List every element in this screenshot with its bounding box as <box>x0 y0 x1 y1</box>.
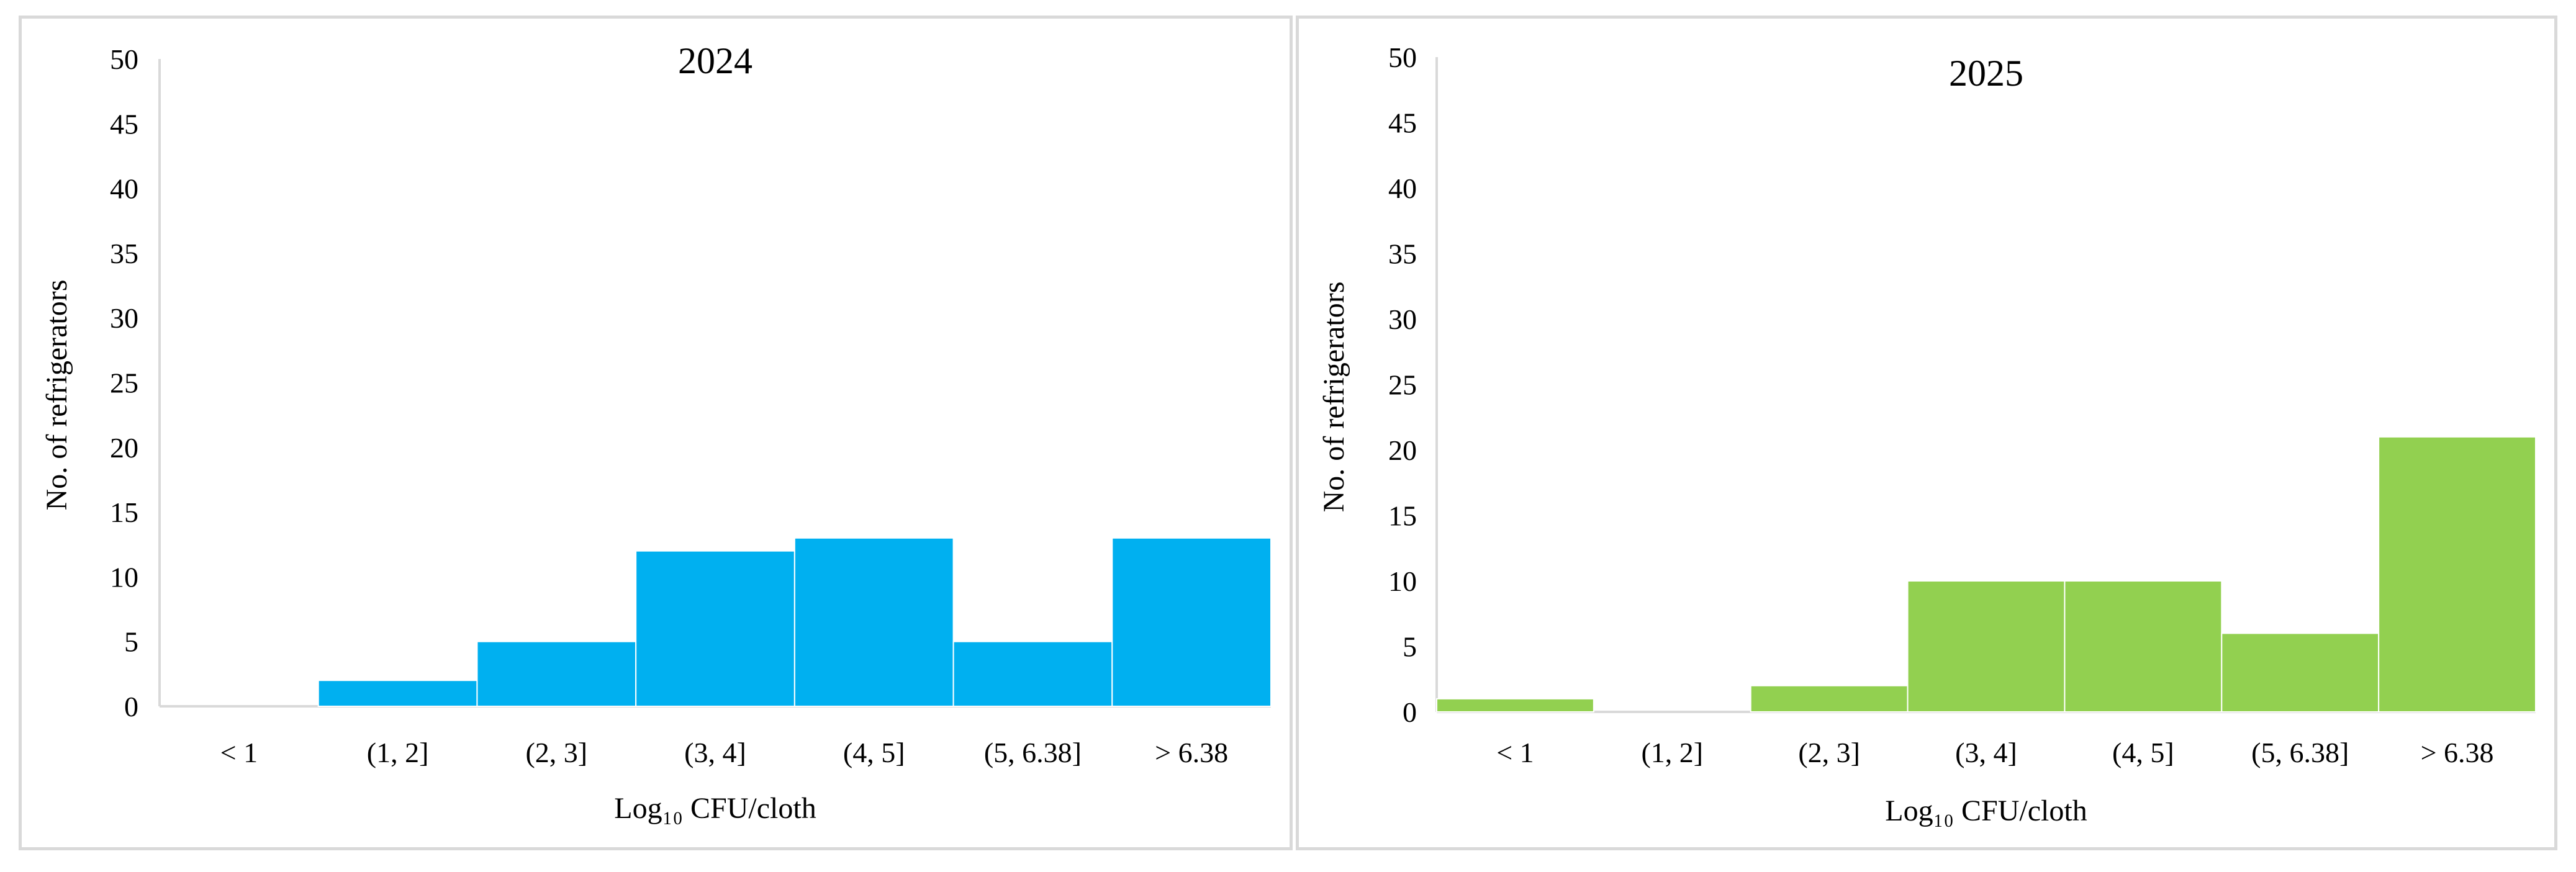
chart-panel-2024: 2024 0 5 10 15 20 25 30 35 40 45 50 < 1 (1, 2] (2, 3] (… <box>19 16 1293 850</box>
x-tick-label: (1, 2] <box>367 737 429 768</box>
y-tick-label: 40 <box>1388 173 1417 204</box>
bar-2 <box>476 641 637 708</box>
bar-4 <box>793 537 954 707</box>
y-tick-label: 50 <box>110 43 138 75</box>
y-tick-label: 0 <box>1403 696 1417 728</box>
y-tick-label: 40 <box>110 173 138 205</box>
y-tick-label: 45 <box>1388 107 1417 139</box>
bar-6 <box>2378 436 2536 713</box>
x-tick-label: (4, 5] <box>2112 737 2174 768</box>
x-tick-label: (2, 3] <box>1798 737 1860 768</box>
chart-panel-2025: 2025 0 5 10 15 20 25 30 35 40 45 50 < 1 (1, 2] (2, 3](… <box>1296 16 2557 850</box>
y-tick-label: 35 <box>1388 238 1417 270</box>
chart-title: 2025 <box>1949 53 2023 94</box>
y-tick-label: 15 <box>110 497 138 528</box>
bar-4 <box>2064 580 2223 712</box>
y-tick-label: 5 <box>1403 631 1417 663</box>
bar-0 <box>1436 698 1594 713</box>
bar-3 <box>1907 580 2066 712</box>
y-tick-label: 0 <box>124 691 138 722</box>
y-tick-label: 15 <box>1388 500 1417 532</box>
y-tick-label: 30 <box>1388 303 1417 335</box>
x-axis-label: Log₁₀ CFU/cloth <box>614 792 816 825</box>
x-tick-label: (5, 6.38] <box>2251 737 2349 768</box>
x-tick-label: (4, 5] <box>843 737 905 768</box>
x-tick-label: > 6.38 <box>2421 737 2494 768</box>
x-tick-label: (5, 6.38] <box>984 737 1082 768</box>
y-tick-label: 45 <box>110 108 138 140</box>
y-tick-label: 25 <box>1388 369 1417 401</box>
y-axis-label: No. of refrigerators <box>40 280 73 511</box>
y-tick-label: 25 <box>110 367 138 399</box>
bar-3 <box>635 550 795 707</box>
y-tick-label: 10 <box>110 561 138 593</box>
y-tick-label: 50 <box>1388 42 1417 73</box>
y-tick-label: 35 <box>110 238 138 269</box>
bar-2 <box>1750 685 1909 713</box>
bar-1 <box>317 680 478 708</box>
x-tick-label: (1, 2] <box>1641 737 1703 768</box>
y-tick-label: 10 <box>1388 565 1417 597</box>
y-tick-label: 5 <box>124 626 138 658</box>
y-tick-label: 20 <box>110 432 138 464</box>
x-tick-label: < 1 <box>1496 737 1534 768</box>
x-tick-label: (3, 4] <box>684 737 746 768</box>
chart-title: 2024 <box>678 40 752 81</box>
bar-6 <box>1111 537 1272 707</box>
x-tick-label: < 1 <box>220 737 258 768</box>
bar-5 <box>2221 632 2380 713</box>
y-tick-label: 30 <box>110 302 138 334</box>
x-axis-label: Log₁₀ CFU/cloth <box>1885 794 2087 827</box>
x-tick-label: > 6.38 <box>1155 737 1228 768</box>
chart-2024: 2024 0 5 10 15 20 25 30 35 40 45 50 < 1 (1, 2] (2, 3] (… <box>40 40 1272 825</box>
y-tick-label: 20 <box>1388 434 1417 466</box>
bar-5 <box>952 641 1113 708</box>
y-axis-label: No. of refrigerators <box>1317 282 1350 513</box>
x-tick-label: (3, 4] <box>1955 737 2017 768</box>
x-tick-label: (2, 3] <box>525 737 587 768</box>
